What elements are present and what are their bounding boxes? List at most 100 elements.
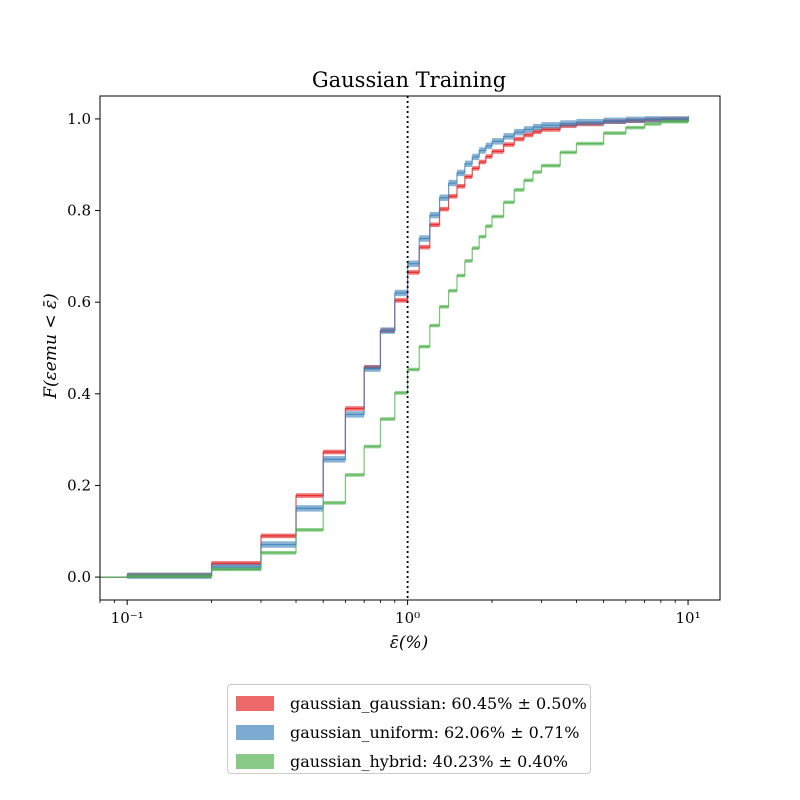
legend-item: gaussian_hybrid: 40.23% ± 0.40% <box>236 747 590 776</box>
series-band-segment <box>407 260 420 267</box>
series-band-segment <box>364 365 381 372</box>
series-band-segment <box>514 136 524 142</box>
series-band-segment <box>448 194 457 199</box>
legend-item: gaussian_uniform: 62.06% ± 0.71% <box>236 718 590 747</box>
axes-frame <box>99 95 721 601</box>
series-band-segment <box>323 501 346 505</box>
legend-item: gaussian_gaussian: 60.45% ± 0.50% <box>236 689 590 718</box>
series-band-segment <box>514 128 524 136</box>
series-band-segment <box>541 127 561 132</box>
series-band-segment <box>211 563 261 571</box>
series-band-segment <box>419 344 430 349</box>
series-band-segment <box>323 449 346 455</box>
series-band-segment <box>576 118 604 126</box>
legend-label: gaussian_gaussian: 60.45% ± 0.50% <box>290 694 587 713</box>
series-band-segment <box>485 154 493 159</box>
series-band-segment <box>485 142 493 150</box>
series-band-segment <box>492 214 504 219</box>
y-tick-label: 1.0 <box>67 110 91 128</box>
series-band-segment <box>448 288 457 293</box>
series-band-segment <box>448 179 457 187</box>
series-band-segment <box>492 138 504 145</box>
y-tick-label: 0.6 <box>67 293 91 311</box>
x-axis-label: ε̄(%) <box>390 633 429 653</box>
legend: gaussian_gaussian: 60.45% ± 0.50% gaussi… <box>227 684 591 774</box>
series-band-segment <box>503 133 515 140</box>
series-band-segment <box>429 211 440 219</box>
series-band-segment <box>456 183 465 189</box>
series-band-segment <box>479 234 486 239</box>
series-band-segment <box>464 160 473 168</box>
series-band-segment <box>603 131 626 135</box>
series-band-segment <box>296 493 324 498</box>
series-band-segment <box>380 417 395 421</box>
series-band-segment <box>380 327 395 334</box>
series-band-segment <box>688 117 690 121</box>
series-band-segment <box>603 117 626 124</box>
series-band-segment <box>560 150 577 155</box>
plot-area <box>100 115 690 579</box>
series-band-segment <box>394 289 408 297</box>
x-tick-label: 10⁻¹ <box>111 609 144 627</box>
series-band-segment <box>514 188 524 192</box>
series-band-segment <box>419 235 430 242</box>
series-band-segment <box>660 116 689 123</box>
series-step-line <box>100 118 689 578</box>
series-band-segment <box>492 149 504 154</box>
series-band-segment <box>260 550 297 555</box>
series-band-segment <box>394 298 408 303</box>
series-band-segment <box>523 178 534 183</box>
series-band-segment <box>576 141 604 146</box>
series-band-segment <box>429 323 440 328</box>
series-band-segment <box>211 561 261 566</box>
series-band-segment <box>660 119 689 124</box>
series-band-segment <box>625 125 645 130</box>
series-step-line <box>100 118 689 578</box>
series-0 <box>100 116 690 578</box>
series-band-segment <box>479 147 486 154</box>
series-band-segment <box>523 126 534 133</box>
series-band-segment <box>364 444 381 449</box>
chart-title: Gaussian Training <box>312 68 506 92</box>
series-band-segment <box>407 270 420 275</box>
legend-swatch <box>236 725 274 740</box>
series-band-segment <box>456 169 465 177</box>
x-tick-label: 10¹ <box>675 609 700 627</box>
series-band-segment <box>533 123 542 131</box>
series-band-segment <box>127 574 212 579</box>
series-band-segment <box>503 200 515 205</box>
series-band-segment <box>260 541 297 548</box>
y-tick-label: 0.2 <box>67 476 91 494</box>
y-tick-label: 0.8 <box>67 202 91 220</box>
series-band-segment <box>439 194 449 201</box>
series-band-segment <box>503 142 515 147</box>
series-band-segment <box>345 406 365 411</box>
y-axis-label: F(εemu < ε̄) <box>41 293 61 400</box>
y-tick-label: 0.4 <box>67 385 91 403</box>
series-band-segment <box>345 411 365 418</box>
series-1 <box>100 115 690 579</box>
series-band-segment <box>533 129 542 135</box>
series-band-segment <box>407 367 420 372</box>
series-band-segment <box>644 122 661 126</box>
series-band-segment <box>419 244 430 250</box>
series-band-segment <box>439 304 449 309</box>
series-band-segment <box>464 174 473 179</box>
series-band-segment <box>296 528 324 532</box>
series-band-segment <box>211 567 261 572</box>
series-band-segment <box>260 533 297 539</box>
series-band-segment <box>485 224 493 228</box>
series-2 <box>100 117 690 579</box>
series-band-segment <box>541 163 561 168</box>
series-band-segment <box>625 116 645 124</box>
series-band-segment <box>296 505 324 512</box>
series-band-segment <box>394 391 408 395</box>
series-band-segment <box>523 132 534 138</box>
series-band-segment <box>464 259 473 263</box>
series-band-segment <box>456 273 465 278</box>
axes: 0.0 0.2 0.4 0.6 0.8 1.0 10⁻¹ 10⁰ 10¹ <box>67 95 721 627</box>
x-tick-label: 10⁰ <box>395 609 420 627</box>
series-band-segment <box>323 456 346 463</box>
series-step-line <box>100 118 689 578</box>
